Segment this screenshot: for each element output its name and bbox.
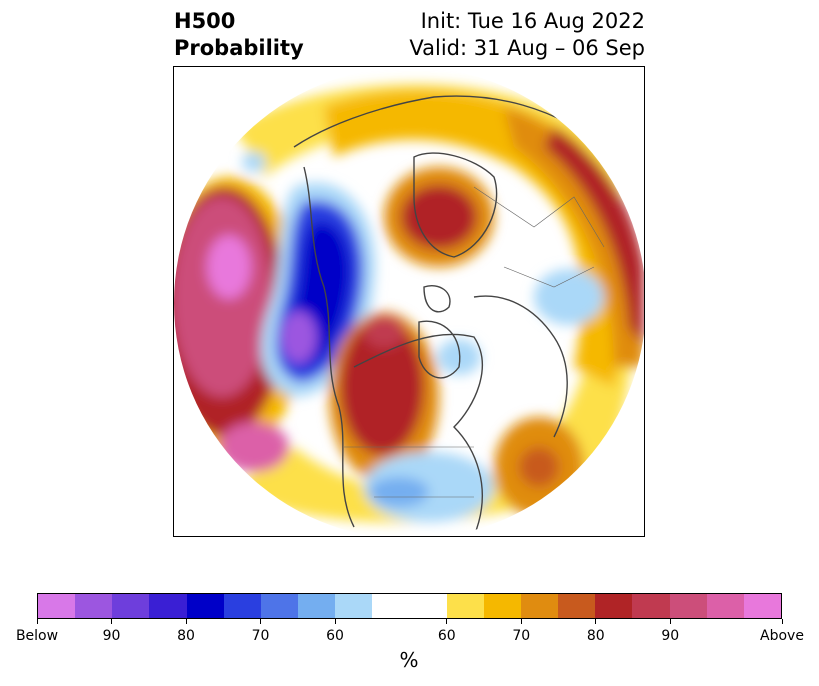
- colorbar-tick-label: 70: [251, 628, 270, 644]
- colorbar-swatch-neutral-0: [372, 594, 447, 618]
- colorbar-swatch-above-1: [483, 594, 522, 618]
- colorbar-swatch-above-4: [595, 594, 633, 618]
- pacific-above-max: [207, 235, 251, 299]
- colorbar-swatch-above-5: [632, 594, 670, 618]
- asia-south-coast: [473, 295, 568, 438]
- above-80-east-arc: [544, 127, 644, 347]
- colorbar: [37, 593, 782, 619]
- pacific-above-south: [219, 422, 289, 472]
- colorbar-tick-label: 60: [437, 628, 456, 644]
- colorbar-swatch-below-5: [223, 594, 261, 618]
- colorbar-swatch-below-6: [260, 594, 299, 618]
- asia-below-60: [534, 269, 604, 325]
- north-america-east-coast: [353, 333, 483, 536]
- colorbar-unit-label: %: [399, 648, 419, 672]
- valid-dates: Valid: 31 Aug – 06 Sep: [409, 36, 645, 60]
- colorbar-tick-label: Below: [15, 628, 59, 644]
- anomaly-field: [174, 84, 644, 523]
- title-line-2: Probability: [174, 36, 304, 60]
- init-date: Init: Tue 16 Aug 2022: [420, 9, 645, 33]
- colorbar-tick-label: 90: [102, 628, 121, 644]
- colorbar-tick-label: 80: [586, 628, 605, 644]
- colorbar-swatch-below-7: [298, 594, 336, 618]
- colorbar-tick-label: 70: [512, 628, 531, 644]
- colorbar-swatch-above-8: [743, 594, 782, 618]
- canada-above-85: [364, 316, 404, 348]
- colorbar-swatch-above-2: [521, 594, 559, 618]
- canada-above-80: [340, 319, 424, 455]
- title-line-1: H500: [174, 9, 236, 33]
- colorbar-swatch-above-7: [706, 594, 744, 618]
- north-america-west-coast: [303, 166, 355, 528]
- probability-map: [173, 66, 645, 537]
- forecast-dates: Init: Tue 16 Aug 2022 Valid: 31 Aug – 06…: [409, 8, 645, 62]
- colorbar-swatch-above-0: [446, 594, 484, 618]
- colorbar-swatch-below-3: [149, 594, 187, 618]
- colorbar-tick-mark: [595, 619, 597, 624]
- colorbar-tick-label: 80: [177, 628, 195, 644]
- colorbar-tick-mark: [260, 619, 261, 624]
- colorbar-tick-label: 90: [661, 628, 680, 644]
- colorbar-swatch-below-0: [38, 594, 76, 618]
- colorbar-tick-mark: [520, 619, 522, 624]
- colorbar-swatch-below-8: [335, 594, 373, 618]
- colorbar-tick-mark: [111, 619, 112, 624]
- europe-above-80: [401, 185, 477, 249]
- colorbar-tick-mark: [781, 619, 783, 624]
- asia-borders: [503, 266, 595, 288]
- eus-below-65: [369, 477, 429, 507]
- colorbar-swatch-below-1: [75, 594, 113, 618]
- colorbar-swatch-above-3: [558, 594, 596, 618]
- colorbar-tick-mark: [36, 619, 38, 624]
- eurasia-borders: [473, 186, 605, 248]
- siberia-below-60: [242, 152, 266, 172]
- political-borders: [344, 186, 605, 498]
- colorbar-tick-mark: [334, 619, 336, 624]
- coastlines: [293, 95, 605, 536]
- colorbar-tick-mark: [185, 619, 187, 624]
- colorbar-tick-label: 60: [326, 628, 344, 644]
- colorbar-swatch-below-2: [112, 594, 150, 618]
- hudson-below-60: [437, 339, 481, 375]
- colorbar-tick-label: Above: [760, 628, 804, 644]
- colorbar-tick-mark: [446, 619, 448, 624]
- scandinavia-coast: [413, 152, 498, 258]
- above-60-ring: [234, 84, 634, 523]
- atlantic-above-75: [519, 447, 559, 487]
- hudson-bay: [418, 320, 461, 379]
- above-70-east-arc: [504, 107, 644, 367]
- colorbar-swatch-below-4: [186, 594, 224, 618]
- chart-title: H500 Probability: [174, 8, 304, 62]
- greenland: [423, 285, 451, 313]
- map-svg: [174, 67, 644, 536]
- colorbar-tick-mark: [669, 619, 671, 624]
- colorbar-swatch-above-6: [669, 594, 707, 618]
- west-below-max: [281, 311, 317, 363]
